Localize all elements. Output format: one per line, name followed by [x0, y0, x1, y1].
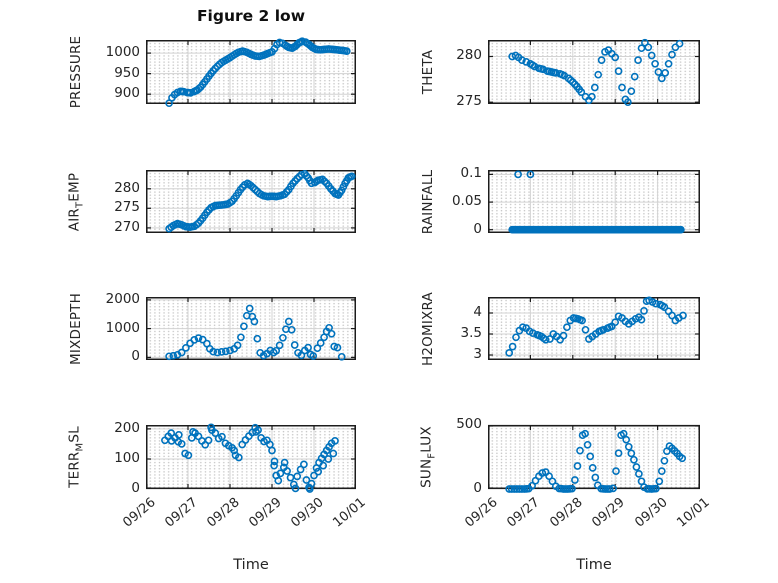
- scatter-canvas-sunflux: [488, 424, 700, 493]
- scatter-canvas-pressure: [146, 37, 356, 108]
- y-tick-label-pressure: 900: [114, 85, 140, 102]
- y-axis-label-subscript: F: [426, 452, 438, 459]
- scatter-canvas-terrmsl: [146, 423, 356, 493]
- y-tick-label-theta: 280: [456, 47, 482, 64]
- y-tick-label-h2omixra: 3: [473, 345, 482, 362]
- y-tick-label-theta: 275: [456, 93, 482, 110]
- x-tick-label: 09/30: [631, 495, 671, 531]
- y-tick-label-airtemp: 270: [114, 218, 140, 235]
- x-axis-label-time: Time: [233, 557, 269, 573]
- x-tick-label: 09/29: [246, 495, 285, 531]
- y-tick-label-airtemp: 275: [114, 199, 140, 216]
- scatter-canvas-theta: [488, 38, 700, 107]
- x-tick-label: 09/30: [288, 495, 327, 531]
- y-tick-label-mixdepth: 0: [131, 348, 140, 365]
- x-tick-label: 10/01: [674, 495, 713, 531]
- x-tick-label: 09/28: [547, 495, 586, 531]
- subplot-sunflux: [488, 424, 700, 493]
- y-axis-label-sunflux: SUNFLUX: [418, 426, 438, 488]
- subplot-rainfall: [488, 170, 700, 234]
- x-axis-label-time: Time: [576, 557, 612, 573]
- y-tick-label-rainfall: 0.1: [460, 165, 482, 182]
- x-tick-label: 09/28: [204, 495, 243, 531]
- x-tick-label: 09/27: [504, 495, 544, 531]
- x-tick-label: 09/26: [120, 495, 159, 531]
- x-tick-label: 09/29: [589, 495, 628, 531]
- figure-title: Figure 2 low: [196, 7, 306, 25]
- subplot-airtemp: [146, 170, 356, 233]
- scatter-canvas-airtemp: [146, 170, 356, 233]
- y-tick-label-terrmsl: 200: [114, 419, 140, 436]
- y-tick-label-terrmsl: 0: [131, 480, 140, 496]
- y-tick-label-rainfall: 0: [473, 220, 482, 237]
- y-tick-label-sunflux: 0: [473, 480, 482, 496]
- scatter-canvas-h2omixra: [488, 296, 700, 360]
- subplot-terrmsl: [146, 423, 356, 493]
- subplot-h2omixra: [488, 296, 700, 360]
- subplot-mixdepth: [146, 297, 356, 361]
- y-tick-label-pressure: 1000: [105, 44, 140, 61]
- x-tick-label: 09/27: [162, 495, 201, 531]
- scatter-canvas-mixdepth: [146, 297, 356, 361]
- y-tick-label-h2omixra: 4: [473, 303, 482, 320]
- y-tick-label-sunflux: 500: [456, 416, 482, 432]
- y-tick-label-terrmsl: 100: [114, 449, 140, 466]
- subplot-theta: [488, 38, 700, 107]
- scatter-canvas-rainfall: [488, 170, 700, 234]
- y-tick-label-mixdepth: 2000: [105, 290, 140, 307]
- x-tick-label: 10/01: [330, 495, 369, 531]
- y-tick-label-airtemp: 280: [114, 179, 140, 196]
- y-tick-label-h2omixra: 3.5: [460, 324, 482, 341]
- x-tick-label: 09/26: [462, 495, 501, 531]
- y-tick-label-mixdepth: 1000: [105, 319, 140, 336]
- y-tick-label-pressure: 950: [114, 64, 140, 81]
- subplot-pressure: [146, 37, 356, 108]
- y-tick-label-rainfall: 0.05: [451, 193, 482, 210]
